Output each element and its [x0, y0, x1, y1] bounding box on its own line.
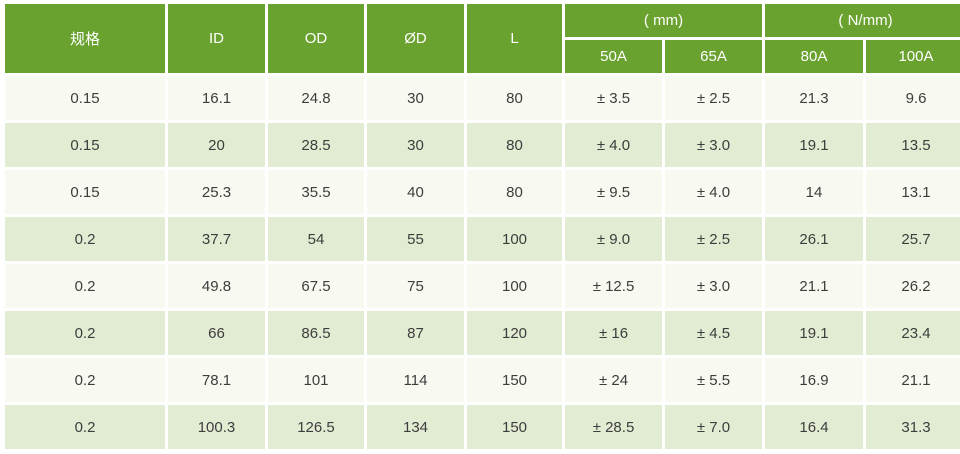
header-cell-length: L — [467, 4, 562, 73]
table-cell: 13.1 — [866, 170, 960, 214]
table-cell: 134 — [367, 405, 464, 449]
table-cell: ± 16 — [565, 311, 662, 355]
table-cell: 101 — [268, 358, 364, 402]
table-cell: 14 — [765, 170, 863, 214]
table-cell: ± 2.5 — [665, 217, 762, 261]
table-cell: 21.1 — [765, 264, 863, 308]
table-cell: 0.2 — [5, 217, 165, 261]
table-cell: 24.8 — [268, 76, 364, 120]
table-cell: ± 24 — [565, 358, 662, 402]
table-cell: ± 9.0 — [565, 217, 662, 261]
table-cell: 25.7 — [866, 217, 960, 261]
header-cell-100a: 100A — [866, 40, 960, 73]
table-cell: 23.4 — [866, 311, 960, 355]
header-cell-diameter: ØD — [367, 4, 464, 73]
table-row: 0.2 66 86.5 87 120 ± 16 ± 4.5 19.1 23.4 — [5, 311, 960, 355]
table-cell: 37.7 — [168, 217, 265, 261]
table-cell: 87 — [367, 311, 464, 355]
table-row: 0.15 20 28.5 30 80 ± 4.0 ± 3.0 19.1 13.5 — [5, 123, 960, 167]
table-cell: 67.5 — [268, 264, 364, 308]
table-cell: 16.1 — [168, 76, 265, 120]
table-cell: 75 — [367, 264, 464, 308]
table-cell: ± 12.5 — [565, 264, 662, 308]
table-cell: 49.8 — [168, 264, 265, 308]
header-cell-80a: 80A — [765, 40, 863, 73]
table-cell: ± 3.0 — [665, 264, 762, 308]
table-cell: ± 2.5 — [665, 76, 762, 120]
table-cell: 16.9 — [765, 358, 863, 402]
table-cell: 25.3 — [168, 170, 265, 214]
table-cell: 0.15 — [5, 76, 165, 120]
table-row: 0.2 49.8 67.5 75 100 ± 12.5 ± 3.0 21.1 2… — [5, 264, 960, 308]
table-cell: 21.1 — [866, 358, 960, 402]
table-cell: 26.2 — [866, 264, 960, 308]
table-cell: 150 — [467, 358, 562, 402]
table-body: 0.15 16.1 24.8 30 80 ± 3.5 ± 2.5 21.3 9.… — [5, 76, 960, 449]
table-cell: 66 — [168, 311, 265, 355]
table-cell: 150 — [467, 405, 562, 449]
table-cell: ± 7.0 — [665, 405, 762, 449]
table-cell: 126.5 — [268, 405, 364, 449]
header-cell-65a: 65A — [665, 40, 762, 73]
table-cell: 100 — [467, 264, 562, 308]
table-cell: 0.2 — [5, 264, 165, 308]
table-cell: 120 — [467, 311, 562, 355]
table-cell: ± 4.0 — [565, 123, 662, 167]
table-cell: 0.15 — [5, 123, 165, 167]
table-cell: 40 — [367, 170, 464, 214]
table-cell: ± 5.5 — [665, 358, 762, 402]
table-cell: 114 — [367, 358, 464, 402]
table-cell: 86.5 — [268, 311, 364, 355]
header-cell-od: OD — [268, 4, 364, 73]
table-cell: 13.5 — [866, 123, 960, 167]
header-group-row: 规格 ID OD ØD L ( mm) ( N/mm) — [5, 4, 960, 73]
table-cell: 21.3 — [765, 76, 863, 120]
header-group-nmm: ( N/mm) — [765, 4, 960, 37]
table-cell: 80 — [467, 170, 562, 214]
table-cell: ± 4.0 — [665, 170, 762, 214]
table-cell: 30 — [367, 76, 464, 120]
table-row: 0.2 100.3 126.5 134 150 ± 28.5 ± 7.0 16.… — [5, 405, 960, 449]
table-cell: ± 4.5 — [665, 311, 762, 355]
table-cell: 80 — [467, 76, 562, 120]
table-cell: 9.6 — [866, 76, 960, 120]
table-cell: 19.1 — [765, 311, 863, 355]
header-sub-row: 50A 65A 80A 100A — [5, 40, 960, 73]
header-cell-id: ID — [168, 4, 265, 73]
table-cell: 19.1 — [765, 123, 863, 167]
table-cell: 20 — [168, 123, 265, 167]
table-row: 0.15 25.3 35.5 40 80 ± 9.5 ± 4.0 14 13.1 — [5, 170, 960, 214]
table-cell: 0.2 — [5, 311, 165, 355]
header-cell-spec: 规格 — [5, 4, 165, 73]
table-cell: 31.3 — [866, 405, 960, 449]
table-cell: 16.4 — [765, 405, 863, 449]
table-cell: 55 — [367, 217, 464, 261]
table-cell: 30 — [367, 123, 464, 167]
table-header: 规格 ID OD ØD L ( mm) ( N/mm) 50A 65A 80A … — [5, 4, 960, 73]
table-cell: 28.5 — [268, 123, 364, 167]
table-cell: ± 28.5 — [565, 405, 662, 449]
table-cell: ± 9.5 — [565, 170, 662, 214]
table-cell: 26.1 — [765, 217, 863, 261]
table-cell: 54 — [268, 217, 364, 261]
header-cell-50a: 50A — [565, 40, 662, 73]
table-row: 0.15 16.1 24.8 30 80 ± 3.5 ± 2.5 21.3 9.… — [5, 76, 960, 120]
table-cell: ± 3.5 — [565, 76, 662, 120]
table-row: 0.2 78.1 101 114 150 ± 24 ± 5.5 16.9 21.… — [5, 358, 960, 402]
table-cell: 100 — [467, 217, 562, 261]
table-cell: 0.15 — [5, 170, 165, 214]
table-cell: 0.2 — [5, 405, 165, 449]
table-cell: 35.5 — [268, 170, 364, 214]
table-cell: 100.3 — [168, 405, 265, 449]
table-cell: ± 3.0 — [665, 123, 762, 167]
table-cell: 0.2 — [5, 358, 165, 402]
table-cell: 80 — [467, 123, 562, 167]
table-row: 0.2 37.7 54 55 100 ± 9.0 ± 2.5 26.1 25.7 — [5, 217, 960, 261]
table-cell: 78.1 — [168, 358, 265, 402]
header-group-mm: ( mm) — [565, 4, 762, 37]
